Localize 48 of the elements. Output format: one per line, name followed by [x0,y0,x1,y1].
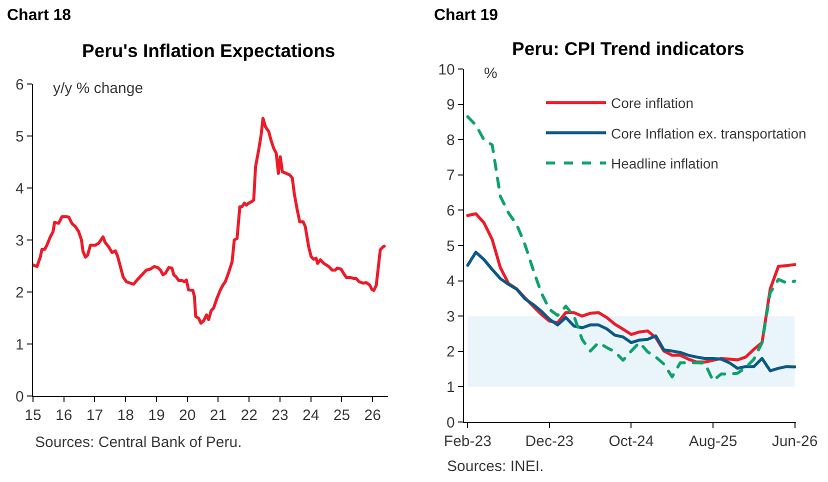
y-tick-label: 4 [16,180,24,198]
y-tick-label: 6 [16,76,24,94]
x-tick-label: Feb-23 [444,433,492,450]
x-tick-label: 17 [86,407,104,424]
x-tick-label: Jun-26 [772,433,818,450]
x-tick-label: 26 [364,407,381,424]
line-series [33,116,386,325]
y-tick-label: 5 [16,128,24,146]
y-tick-label: 10 [438,61,455,78]
x-tick-label: 18 [117,407,134,424]
y-tick-label: 1 [446,378,455,396]
x-tick-label: 21 [210,407,227,424]
x-tick-label: 25 [333,407,350,424]
chart-title: Peru: CPI Trend indicators [512,38,744,59]
y-tick-label: 5 [446,238,455,255]
line-series [466,250,796,372]
legend-label: Core inflation [611,95,694,112]
y-tick-label: 8 [446,132,455,149]
chart-title: Peru's Inflation Expectations [82,40,336,61]
y-tick-label: 6 [446,202,455,220]
y-tick-label: 2 [446,344,455,361]
x-tick-label: 22 [240,407,258,424]
x-tick-label: Oct-24 [608,433,654,450]
legend-label: Core Inflation ex. transportation [611,125,806,142]
y-tick-label: 7 [446,167,455,184]
y-axis-title: y/y % change [53,80,144,97]
x-tick-label: 20 [179,407,196,424]
y-tick-label: 3 [446,308,455,326]
x-tick-label: 23 [272,407,288,424]
legend-label: Headline inflation [611,155,718,172]
y-axis-title: % [484,65,498,82]
caption: Chart 19 [434,7,498,24]
y-tick-label: 3 [16,232,24,250]
x-tick-label: 19 [148,407,165,424]
x-tick-label: 24 [302,407,320,424]
x-tick-label: Aug-25 [688,433,738,450]
y-tick-label: 9 [446,96,455,114]
x-tick-label: Dec-23 [525,433,574,450]
x-tick-label: 15 [24,407,42,424]
y-tick-label: 0 [16,388,24,406]
caption: Chart 18 [7,7,72,24]
y-tick-label: 2 [16,284,24,302]
source-note: Sources: Central Bank of Peru. [35,434,242,451]
y-tick-label: 1 [16,336,24,354]
y-tick-label: 4 [446,273,455,290]
source-note: Sources: INEI. [447,458,544,475]
y-tick-label: 0 [446,414,455,432]
x-tick-label: 16 [56,407,72,424]
